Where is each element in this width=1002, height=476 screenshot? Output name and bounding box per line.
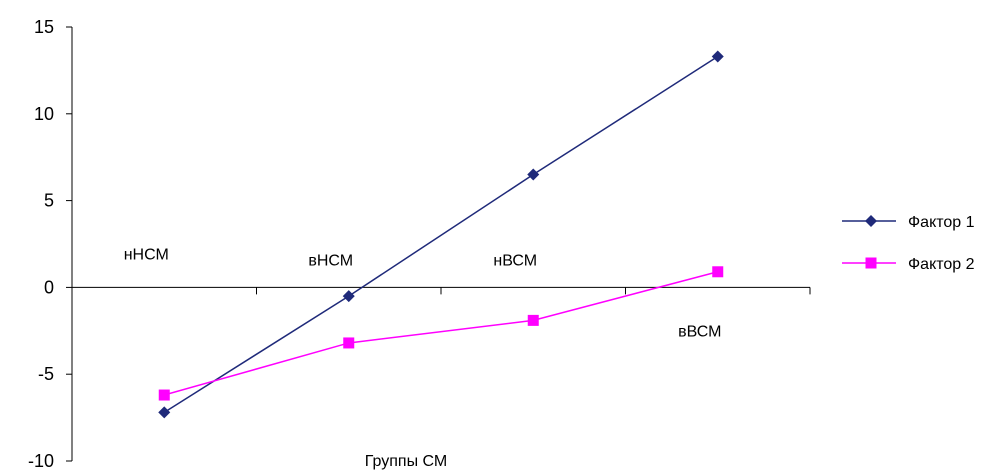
y-tick-label: 15 xyxy=(34,17,54,37)
data-point xyxy=(527,314,539,326)
category-label: нВСМ xyxy=(493,252,537,269)
axes xyxy=(71,27,811,461)
data-point xyxy=(342,290,355,303)
category-label: вВСМ xyxy=(678,323,721,340)
series xyxy=(158,50,724,419)
data-point xyxy=(711,50,724,63)
legend-marker xyxy=(865,215,877,227)
data-point xyxy=(158,389,170,401)
data-point xyxy=(527,168,540,181)
category-label: вНСМ xyxy=(308,252,353,269)
legend-label: Фактор 2 xyxy=(908,256,975,273)
data-point xyxy=(158,406,171,419)
series-line xyxy=(164,271,718,396)
y-ticks: 15 10 5 0 -5 -10 xyxy=(28,17,72,471)
data-point xyxy=(712,266,724,278)
series-line xyxy=(163,55,719,414)
category-labels: нНСМ вНСМ нВСМ вВСМ xyxy=(124,246,722,340)
legend-label: Фактор 1 xyxy=(908,214,975,231)
category-label: нНСМ xyxy=(124,246,169,263)
y-tick-label: 10 xyxy=(34,104,54,124)
legend-marker xyxy=(865,257,877,269)
legend: Фактор 1 Фактор 2 xyxy=(842,214,975,273)
y-tick-label: -10 xyxy=(28,451,54,471)
y-tick-label: 5 xyxy=(44,191,54,211)
x-axis-title: Группы СМ xyxy=(365,453,447,470)
data-point xyxy=(343,337,355,349)
y-tick-label: 0 xyxy=(44,277,54,297)
y-tick-label: -5 xyxy=(38,364,54,384)
